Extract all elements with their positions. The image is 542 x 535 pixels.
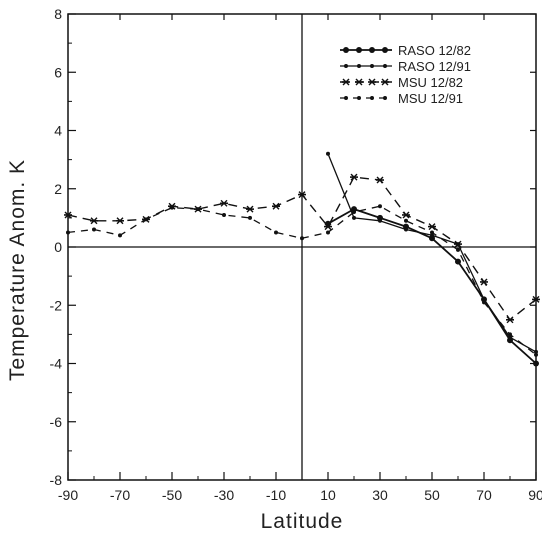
legend-marker	[355, 78, 363, 86]
data-point	[90, 217, 98, 225]
legend-marker	[344, 64, 348, 68]
series-1	[325, 206, 539, 367]
data-point	[404, 218, 408, 223]
legend-marker	[344, 96, 348, 100]
series-layer	[64, 151, 540, 367]
data-point	[428, 223, 436, 231]
legend-label: MSU 12/82	[398, 75, 463, 90]
legend-marker	[370, 96, 374, 100]
x-tick-label: 30	[372, 487, 388, 503]
data-point	[222, 212, 226, 217]
data-point	[506, 316, 514, 324]
legend-label: RASO 12/91	[398, 59, 471, 74]
data-point	[300, 236, 304, 241]
legend-marker	[342, 78, 350, 86]
data-point	[482, 297, 486, 302]
data-point	[402, 211, 410, 219]
legend-marker	[383, 96, 387, 100]
y-tick-label: 2	[54, 181, 62, 197]
legend-marker	[382, 47, 388, 53]
data-point	[326, 151, 330, 156]
data-point	[534, 349, 538, 354]
axes: -90 -70 -50 -30 -10 10 30 50 70 90 -8 -6 -4 -2 0 2 4 6 8	[50, 6, 542, 503]
legend-label: RASO 12/82	[398, 43, 471, 58]
series-line	[327, 153, 537, 353]
data-point	[377, 214, 383, 221]
data-point	[352, 215, 356, 220]
series-4	[66, 204, 538, 357]
data-point	[508, 335, 512, 340]
data-point	[534, 352, 538, 357]
legend-label: MSU 12/91	[398, 91, 463, 106]
legend-marker	[356, 47, 362, 53]
series-2	[326, 151, 538, 354]
y-axis-title: Temperature Anom. K	[6, 159, 29, 381]
data-point	[378, 204, 382, 209]
y-tick-label: -8	[50, 472, 63, 488]
data-point	[430, 230, 434, 235]
data-point	[116, 217, 124, 225]
data-point	[430, 233, 434, 238]
data-point	[429, 235, 435, 242]
data-point	[66, 230, 70, 235]
data-point	[376, 176, 384, 184]
data-point	[378, 218, 382, 223]
data-point	[456, 247, 460, 252]
data-point	[144, 217, 148, 222]
y-tick-label: -6	[50, 414, 63, 430]
y-tick-label: 8	[54, 6, 62, 22]
y-tick-label: -4	[50, 356, 63, 372]
data-point	[482, 300, 486, 305]
data-point	[508, 332, 512, 337]
legend-marker	[381, 78, 389, 86]
x-tick-label: -50	[162, 487, 182, 503]
y-tick-label: 0	[54, 239, 62, 255]
legend-marker	[369, 47, 375, 53]
data-point	[480, 278, 488, 286]
data-point	[64, 211, 72, 219]
legend-marker	[368, 78, 376, 86]
data-point	[350, 173, 358, 181]
y-tick-label: 4	[54, 123, 62, 139]
data-point	[92, 227, 96, 232]
x-tick-label: -30	[214, 487, 234, 503]
data-point	[118, 233, 122, 238]
data-point	[352, 210, 356, 215]
x-tick-label: 70	[476, 487, 492, 503]
data-point	[196, 207, 200, 212]
data-point	[324, 223, 332, 231]
data-point	[533, 360, 539, 367]
data-point	[220, 199, 228, 207]
data-point	[403, 223, 409, 230]
data-point	[454, 240, 462, 248]
x-tick-label: 10	[320, 487, 336, 503]
data-point	[298, 191, 306, 199]
x-axis-title: Latitude	[261, 510, 344, 533]
legend-marker	[357, 96, 361, 100]
data-point	[351, 206, 357, 213]
y-tick-label: -2	[50, 297, 63, 313]
x-tick-label: -70	[110, 487, 130, 503]
x-tick-label: -10	[266, 487, 286, 503]
legend-marker	[383, 64, 387, 68]
data-point	[326, 230, 330, 235]
x-tick-label: 90	[528, 487, 542, 503]
x-tick-label: -90	[58, 487, 78, 503]
data-point	[246, 205, 254, 213]
legend-marker	[343, 47, 349, 53]
data-point	[170, 205, 174, 210]
data-point	[272, 202, 280, 210]
legend-marker	[357, 64, 361, 68]
data-point	[248, 215, 252, 220]
data-point	[532, 295, 540, 303]
x-tick-label: 50	[424, 487, 440, 503]
data-point	[274, 230, 278, 235]
data-point	[404, 227, 408, 232]
legend-marker	[370, 64, 374, 68]
y-tick-label: 6	[54, 64, 62, 80]
data-point	[455, 258, 461, 265]
